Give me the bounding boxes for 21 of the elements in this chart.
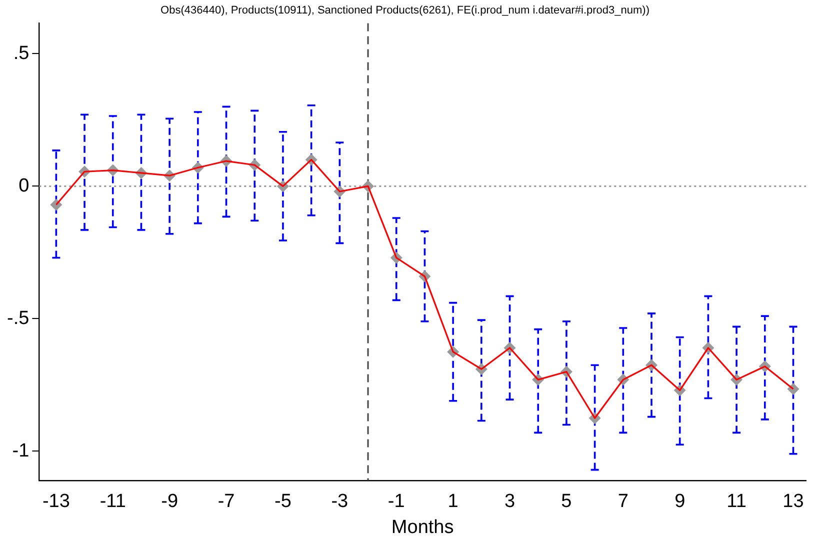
x-tick-label: 13 <box>782 491 804 512</box>
x-tick-label: -11 <box>100 491 126 512</box>
x-tick-label: 1 <box>448 491 458 512</box>
x-tick-label: 7 <box>618 491 628 512</box>
y-tick-label: 0 <box>18 175 30 196</box>
x-tick-label: -5 <box>274 491 292 512</box>
x-tick-label: -9 <box>161 491 178 512</box>
x-tick-label: 5 <box>561 491 572 512</box>
x-tick-label: -1 <box>388 491 405 512</box>
x-axis-title: Months <box>391 516 454 538</box>
x-tick-label: 9 <box>674 491 686 512</box>
y-tick-label: .5 <box>13 42 30 64</box>
x-tick-label: -3 <box>331 491 348 512</box>
x-tick-label: -13 <box>42 491 70 512</box>
chart-title: Obs(436440), Products(10911), Sanctioned Products(6261), FE(i.prod_num i.datevar#i.prod3_num)) <box>160 4 650 17</box>
x-tick-label: 11 <box>726 491 746 512</box>
x-tick-label: -7 <box>218 491 235 512</box>
y-tick-label: -.5 <box>6 308 30 329</box>
point <box>50 198 62 211</box>
x-tick-label: 3 <box>504 491 516 512</box>
y-tick-label: -1 <box>12 440 30 462</box>
